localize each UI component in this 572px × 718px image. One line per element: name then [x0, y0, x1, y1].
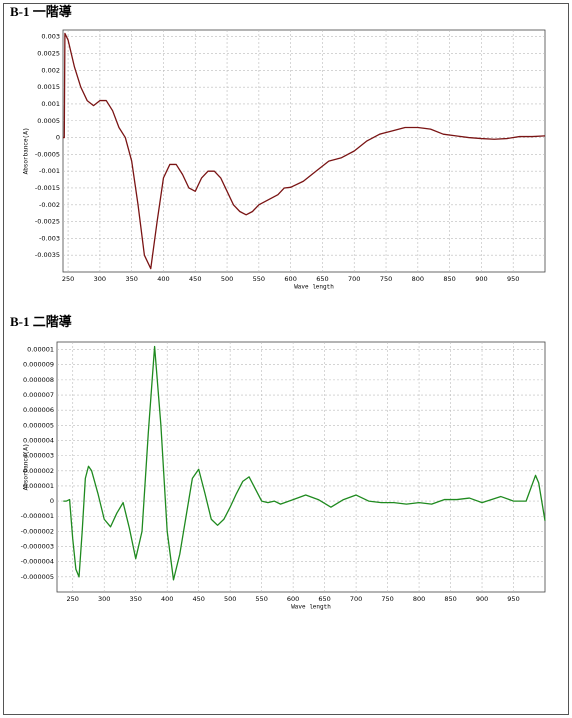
- y-tick-label: 0.000009: [23, 361, 54, 369]
- y-tick-label: -0.0035: [35, 251, 60, 259]
- x-tick-label: 700: [348, 275, 360, 283]
- x-tick-label: 950: [507, 595, 519, 603]
- data-line: [63, 345, 546, 581]
- y-tick-label: 0.00001: [27, 346, 54, 354]
- x-tick-label: 400: [157, 275, 169, 283]
- y-tick-label: -0.003: [39, 234, 60, 242]
- x-tick-label: 550: [253, 275, 265, 283]
- x-tick-label: 850: [444, 595, 456, 603]
- x-tick-label: 300: [94, 275, 106, 283]
- x-tick-label: 700: [350, 595, 362, 603]
- x-tick-label: 450: [189, 275, 201, 283]
- y-tick-label: 0.000006: [23, 406, 54, 414]
- x-tick-label: 900: [475, 275, 487, 283]
- plot-area: [56, 341, 546, 593]
- x-tick-label: 400: [161, 595, 173, 603]
- chart-title: B-1 二階導: [10, 314, 72, 329]
- x-tick-label: 350: [125, 275, 137, 283]
- x-tick-label: 900: [476, 595, 488, 603]
- y-tick-label: 0.001: [41, 100, 60, 108]
- y-tick-label: -0.0025: [35, 218, 60, 226]
- x-tick-label: 650: [316, 275, 328, 283]
- data-line: [63, 32, 546, 270]
- page-border: [3, 3, 569, 715]
- x-axis-label: Wave length: [291, 604, 331, 611]
- y-tick-label: 0: [50, 497, 54, 505]
- y-tick-label: 0.002: [41, 66, 60, 74]
- x-tick-label: 450: [192, 595, 204, 603]
- x-tick-label: 250: [67, 595, 79, 603]
- plot-area: [62, 29, 546, 273]
- y-tick-label: -0.000005: [21, 573, 54, 581]
- y-tick-label: -0.002: [39, 201, 60, 209]
- y-tick-label: 0.000004: [23, 436, 54, 444]
- x-tick-label: 350: [129, 595, 141, 603]
- y-tick-label: 0.000001: [23, 482, 54, 490]
- y-tick-label: 0.0015: [37, 83, 60, 91]
- x-tick-label: 750: [381, 595, 393, 603]
- y-tick-label: 0.000002: [23, 467, 54, 475]
- x-tick-label: 750: [380, 275, 392, 283]
- y-tick-label: 0: [56, 134, 60, 142]
- x-tick-label: 600: [287, 595, 299, 603]
- y-tick-label: -0.000001: [21, 512, 54, 520]
- x-tick-label: 800: [413, 595, 425, 603]
- y-tick-label: -0.001: [39, 167, 60, 175]
- y-tick-label: 0.0025: [37, 50, 60, 58]
- y-tick-label: -0.000002: [21, 527, 54, 535]
- y-tick-label: -0.0015: [35, 184, 60, 192]
- x-tick-label: 600: [284, 275, 296, 283]
- y-tick-label: -0.000003: [21, 543, 54, 551]
- x-tick-label: 800: [412, 275, 424, 283]
- y-tick-label: 0.0005: [37, 117, 60, 125]
- x-tick-label: 950: [507, 275, 519, 283]
- y-tick-label: 0.000008: [23, 376, 54, 384]
- x-tick-label: 500: [224, 595, 236, 603]
- x-tick-label: 550: [255, 595, 267, 603]
- y-tick-label: -0.000004: [21, 558, 54, 566]
- x-tick-label: 650: [318, 595, 330, 603]
- y-tick-label: 0.000003: [23, 452, 54, 460]
- x-axis-label: Wave length: [294, 284, 334, 291]
- chart-title: B-1 一階導: [10, 4, 72, 19]
- x-tick-label: 300: [98, 595, 110, 603]
- x-tick-label: 850: [443, 275, 455, 283]
- y-tick-label: 0.000005: [23, 421, 54, 429]
- y-tick-label: -0.0005: [35, 150, 60, 158]
- y-tick-label: 0.003: [41, 33, 60, 41]
- y-axis-label: Absorbance(A): [23, 128, 30, 175]
- x-tick-label: 250: [62, 275, 74, 283]
- y-tick-label: 0.000007: [23, 391, 54, 399]
- y-axis-label: Absorbance(A): [23, 444, 30, 491]
- x-tick-label: 500: [221, 275, 233, 283]
